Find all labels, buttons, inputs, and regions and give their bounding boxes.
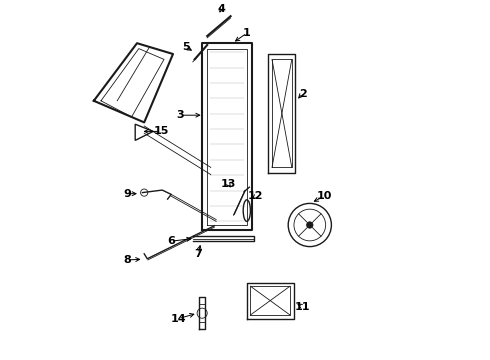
Text: 3: 3: [176, 110, 184, 120]
Text: 4: 4: [218, 4, 225, 14]
Text: 10: 10: [317, 191, 332, 201]
Text: 9: 9: [123, 189, 131, 199]
Text: 11: 11: [295, 302, 310, 312]
Text: 14: 14: [171, 314, 186, 324]
Text: 13: 13: [220, 179, 236, 189]
Text: 1: 1: [243, 28, 251, 38]
Text: 12: 12: [248, 191, 264, 201]
Text: 2: 2: [299, 89, 306, 99]
Text: 15: 15: [154, 126, 169, 136]
Circle shape: [307, 222, 313, 228]
Text: 5: 5: [182, 42, 190, 52]
Text: 7: 7: [195, 249, 202, 259]
Text: 8: 8: [123, 255, 131, 265]
Text: 6: 6: [167, 236, 175, 246]
